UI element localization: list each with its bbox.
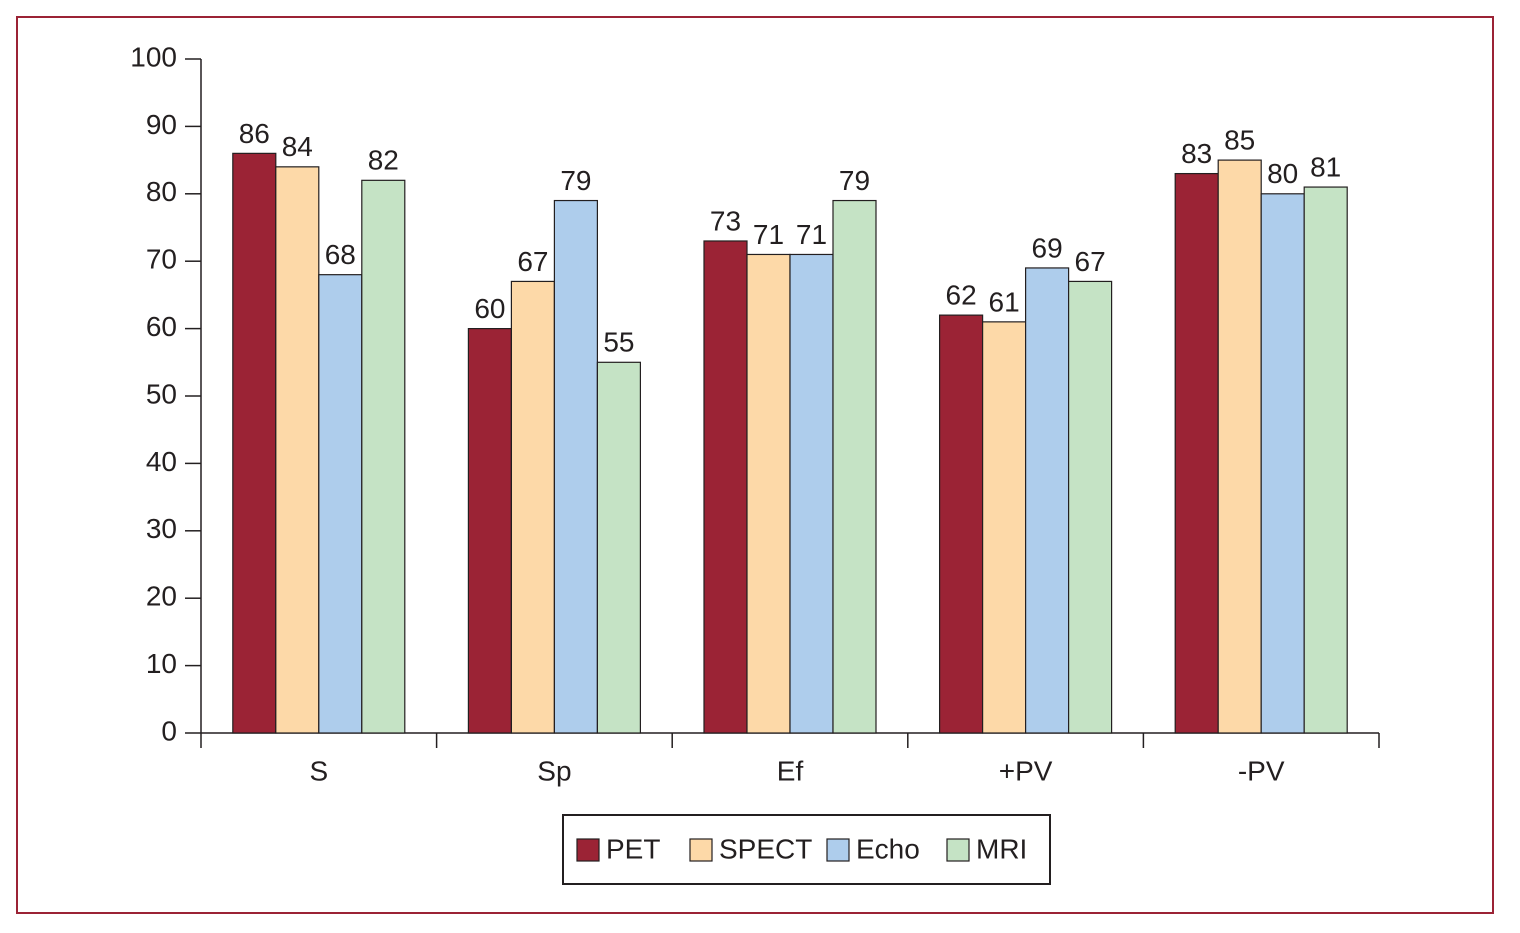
data-label: 82 — [368, 145, 399, 176]
legend-label: SPECT — [719, 833, 812, 864]
x-tick-label: Ef — [777, 755, 804, 786]
bar — [318, 274, 363, 734]
bar — [1067, 280, 1113, 734]
data-label: 71 — [796, 219, 827, 250]
bar — [510, 280, 555, 734]
legend-swatch — [826, 838, 850, 862]
bar — [232, 152, 277, 734]
legend-label: PET — [606, 833, 660, 864]
bar — [1174, 172, 1219, 734]
data-label: 71 — [753, 219, 784, 250]
x-tick-label: +PV — [999, 755, 1053, 786]
y-tick-label: 10 — [146, 648, 177, 679]
x-tick-label: -PV — [1238, 755, 1285, 786]
bar — [938, 314, 984, 734]
data-label: 79 — [560, 165, 591, 196]
data-label: 67 — [1075, 246, 1106, 277]
data-label: 86 — [239, 118, 270, 149]
bar — [703, 240, 748, 734]
bar — [1217, 159, 1262, 734]
data-label: 79 — [839, 165, 870, 196]
data-label: 84 — [282, 131, 313, 162]
legend-swatch — [946, 838, 970, 862]
bar — [467, 328, 512, 734]
bar — [832, 199, 877, 734]
y-tick-label: 0 — [161, 715, 177, 746]
y-tick-label: 30 — [146, 513, 177, 544]
data-label: 60 — [474, 293, 505, 324]
bar — [746, 253, 791, 734]
data-label: 67 — [517, 246, 548, 277]
data-label: 81 — [1310, 151, 1341, 182]
legend-swatch — [576, 838, 600, 862]
data-label: 68 — [325, 239, 356, 270]
y-tick-label: 50 — [146, 378, 177, 409]
bar — [361, 179, 406, 734]
legend-swatch — [689, 838, 713, 862]
bar — [981, 321, 1027, 734]
data-label: 62 — [946, 280, 977, 311]
y-tick-label: 80 — [146, 176, 177, 207]
y-tick-label: 100 — [130, 41, 177, 72]
bar — [1260, 193, 1305, 734]
bar — [596, 361, 642, 734]
legend-label: Echo — [856, 833, 920, 864]
bar — [1303, 186, 1348, 734]
bar — [789, 253, 834, 734]
data-label: 73 — [710, 205, 741, 236]
y-tick-label: 60 — [146, 311, 177, 342]
legend-label: MRI — [976, 833, 1027, 864]
data-label: 61 — [989, 286, 1020, 317]
frame — [16, 16, 1494, 914]
bar — [553, 199, 599, 734]
y-tick-label: 90 — [146, 109, 177, 140]
y-tick-label: 20 — [146, 581, 177, 612]
y-tick-label: 40 — [146, 446, 177, 477]
bar — [1024, 267, 1070, 734]
data-label: 83 — [1181, 138, 1212, 169]
data-label: 69 — [1032, 232, 1063, 263]
bar — [275, 166, 320, 734]
data-label: 80 — [1267, 158, 1298, 189]
data-label: 85 — [1224, 124, 1255, 155]
data-label: 55 — [603, 327, 634, 358]
x-tick-label: S — [309, 755, 328, 786]
x-tick-label: Sp — [537, 755, 571, 786]
y-tick-label: 70 — [146, 244, 177, 275]
